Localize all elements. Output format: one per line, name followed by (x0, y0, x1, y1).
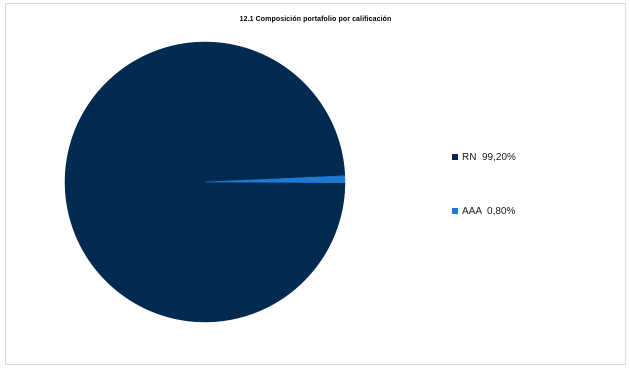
legend-item-rn: RN 99,20% (452, 150, 592, 164)
legend-label-aaa: AAA 0,80% (462, 205, 516, 217)
legend: RN 99,20% AAA 0,80% (452, 150, 592, 218)
legend-label-rn: RN 99,20% (462, 151, 516, 163)
legend-swatch-rn (452, 154, 458, 160)
legend-swatch-aaa (452, 208, 458, 214)
pie-slice-aaa (204, 175, 346, 183)
legend-item-aaa: AAA 0,80% (452, 204, 592, 218)
chart-title: 12.1 Composición portafolio por califica… (239, 16, 392, 23)
